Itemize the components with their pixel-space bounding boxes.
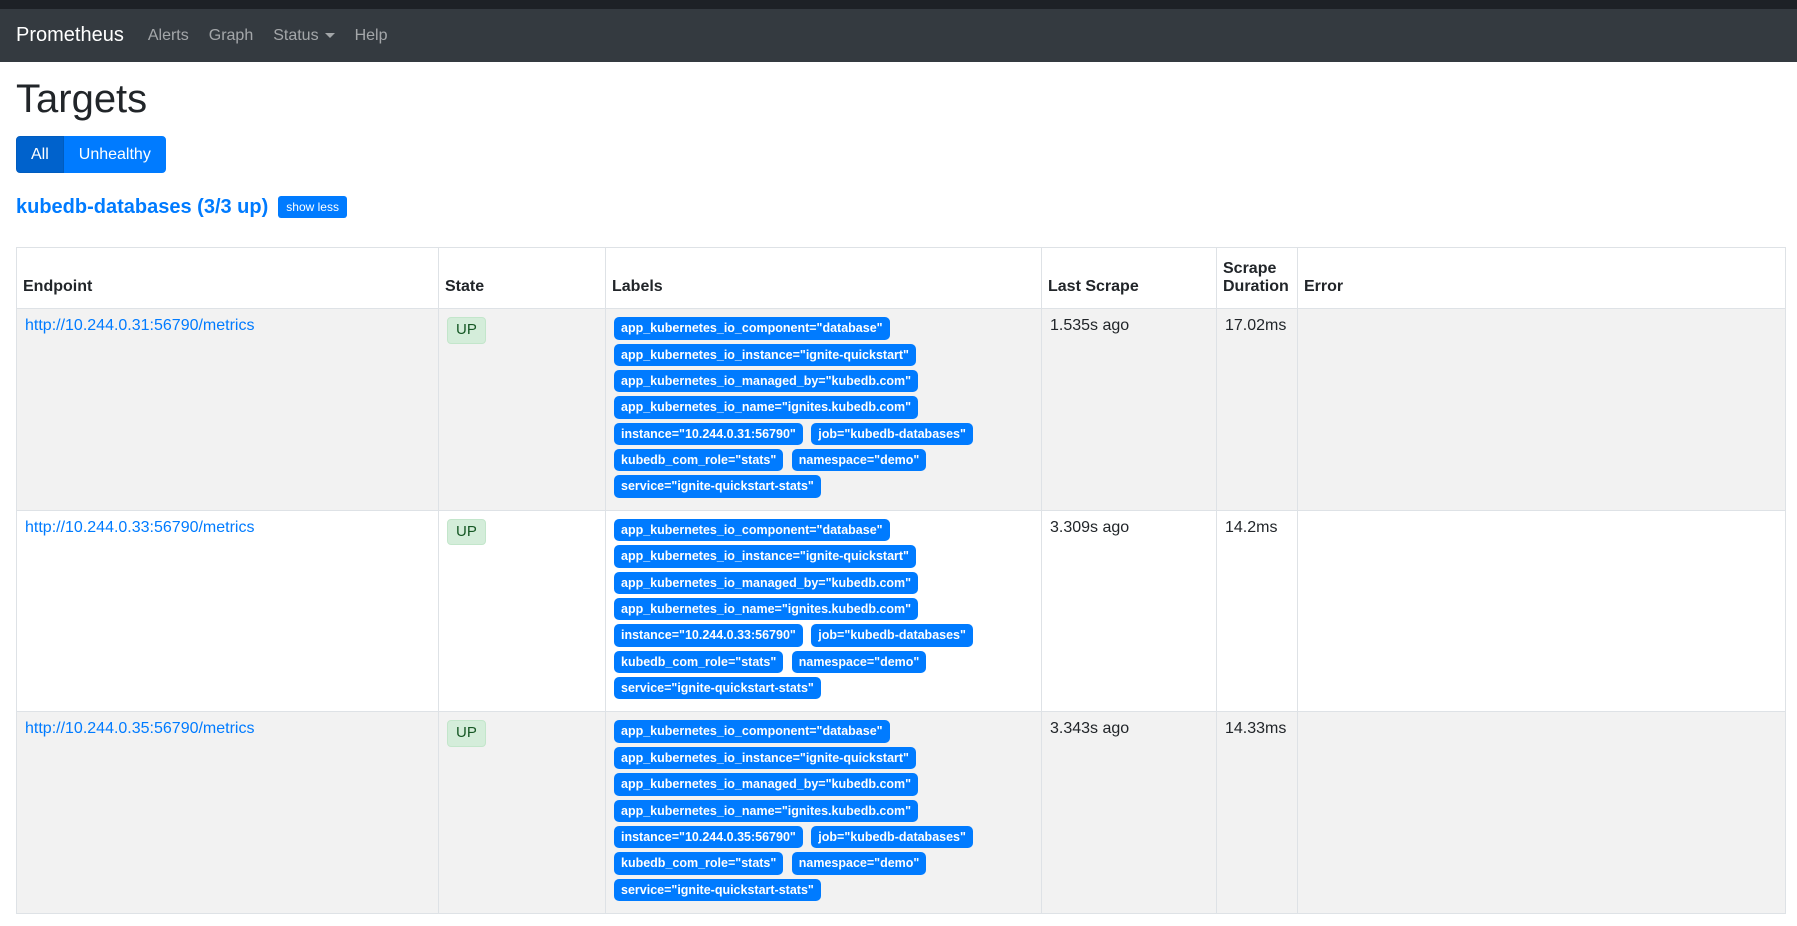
column-header-labels: Labels bbox=[605, 247, 1042, 310]
label-badge: job="kubedb-databases" bbox=[811, 825, 973, 849]
navbar-link-status[interactable]: Status bbox=[263, 19, 344, 53]
label-badge: app_kubernetes_io_name="ignites.kubedb.c… bbox=[614, 799, 919, 822]
scrape-duration-cell: 17.02ms bbox=[1216, 308, 1298, 511]
label-badge: job="kubedb-databases" bbox=[811, 422, 973, 446]
error-cell bbox=[1297, 308, 1786, 511]
table-row: http://10.244.0.33:56790/metrics UP app_… bbox=[16, 509, 1786, 713]
error-cell bbox=[1297, 509, 1786, 713]
label-badge: namespace="demo" bbox=[791, 449, 927, 472]
labels-cell: app_kubernetes_io_component="database" a… bbox=[605, 509, 1042, 713]
filter-unhealthy-button[interactable]: Unhealthy bbox=[63, 136, 166, 174]
label-badge: app_kubernetes_io_component="database" bbox=[614, 317, 890, 340]
targets-table-body: http://10.244.0.31:56790/metrics UP app_… bbox=[16, 308, 1786, 915]
endpoint-cell: http://10.244.0.31:56790/metrics bbox=[16, 308, 439, 511]
label-badge: instance="10.244.0.31:56790" bbox=[614, 422, 803, 446]
navbar: Prometheus Alerts Graph Status Help bbox=[0, 9, 1797, 62]
column-header-scrape-duration: Scrape Duration bbox=[1216, 247, 1298, 310]
targets-table: Endpoint State Labels Last Scrape Scrape Dur… bbox=[16, 247, 1786, 915]
navbar-link-help[interactable]: Help bbox=[354, 26, 388, 44]
label-badge: service="ignite-quickstart-stats" bbox=[614, 677, 821, 700]
label-badge: app_kubernetes_io_managed_by="kubedb.com… bbox=[614, 369, 919, 393]
label-badge: app_kubernetes_io_name="ignites.kubedb.c… bbox=[614, 396, 919, 419]
label-badge: service="ignite-quickstart-stats" bbox=[614, 475, 821, 498]
label-badge: app_kubernetes_io_component="database" bbox=[614, 518, 890, 542]
label-badge: app_kubernetes_io_instance="ignite-quick… bbox=[614, 343, 916, 366]
state-cell: UP bbox=[438, 308, 606, 511]
column-header-state: State bbox=[438, 247, 606, 310]
show-less-button[interactable]: show less bbox=[278, 196, 347, 219]
scrape-duration-cell: 14.2ms bbox=[1216, 509, 1298, 713]
error-cell bbox=[1297, 711, 1786, 915]
targets-table-header-row: Endpoint State Labels Last Scrape Scrape Dur… bbox=[16, 247, 1786, 310]
table-row: http://10.244.0.31:56790/metrics UP app_… bbox=[16, 308, 1786, 511]
page-title: Targets bbox=[16, 77, 148, 121]
navbar-item-status: Status bbox=[263, 19, 344, 53]
navbar-link-alerts[interactable]: Alerts bbox=[147, 26, 189, 44]
navbar-item-graph: Graph bbox=[199, 19, 263, 53]
column-header-last-scrape: Last Scrape bbox=[1041, 247, 1217, 310]
filter-button-group: All Unhealthy bbox=[16, 136, 166, 174]
endpoint-link[interactable]: http://10.244.0.33:56790/metrics bbox=[25, 518, 255, 536]
label-badge: app_kubernetes_io_managed_by="kubedb.com… bbox=[614, 571, 919, 594]
state-cell: UP bbox=[438, 509, 606, 713]
page-content: Targets All Unhealthy kubedb-databases (… bbox=[0, 76, 1797, 915]
labels-cell: app_kubernetes_io_component="database" a… bbox=[605, 308, 1042, 511]
endpoint-cell: http://10.244.0.33:56790/metrics bbox=[16, 509, 439, 713]
endpoint-link[interactable]: http://10.244.0.31:56790/metrics bbox=[25, 317, 255, 335]
label-badge: namespace="demo" bbox=[791, 650, 927, 674]
navbar-link-graph[interactable]: Graph bbox=[208, 26, 254, 44]
label-badge: app_kubernetes_io_component="database" bbox=[614, 720, 890, 743]
job-group-header: kubedb-databases (3/3 up) show less bbox=[16, 195, 1781, 219]
label-badge: app_kubernetes_io_instance="ignite-quick… bbox=[614, 746, 916, 770]
column-header-endpoint: Endpoint bbox=[16, 247, 439, 310]
state-badge: UP bbox=[447, 317, 486, 344]
table-row: http://10.244.0.35:56790/metrics UP app_… bbox=[16, 711, 1786, 915]
chevron-down-icon bbox=[324, 32, 335, 38]
label-badge: kubedb_com_role="stats" bbox=[614, 449, 784, 472]
state-cell: UP bbox=[438, 711, 606, 915]
filter-all-button[interactable]: All bbox=[16, 136, 64, 174]
endpoint-link[interactable]: http://10.244.0.35:56790/metrics bbox=[25, 720, 255, 738]
label-badge: job="kubedb-databases" bbox=[811, 624, 973, 647]
navbar-item-help: Help bbox=[345, 19, 398, 53]
label-badge: kubedb_com_role="stats" bbox=[614, 650, 784, 674]
label-badge: app_kubernetes_io_instance="ignite-quick… bbox=[614, 545, 916, 568]
scrape-duration-cell: 14.33ms bbox=[1216, 711, 1298, 915]
last-scrape-cell: 3.343s ago bbox=[1041, 711, 1217, 915]
last-scrape-cell: 1.535s ago bbox=[1041, 308, 1217, 511]
label-badge: app_kubernetes_io_name="ignites.kubedb.c… bbox=[614, 597, 919, 621]
label-badge: kubedb_com_role="stats" bbox=[614, 852, 784, 875]
state-badge: UP bbox=[447, 720, 486, 747]
column-header-error: Error bbox=[1297, 247, 1786, 310]
label-badge: service="ignite-quickstart-stats" bbox=[614, 878, 821, 902]
navbar-links: Alerts Graph Status Help bbox=[138, 19, 398, 53]
navbar-item-alerts: Alerts bbox=[138, 19, 199, 53]
job-group-heading: kubedb-databases (3/3 up) bbox=[16, 196, 269, 219]
label-badge: app_kubernetes_io_managed_by="kubedb.com… bbox=[614, 773, 919, 796]
label-badge: instance="10.244.0.33:56790" bbox=[614, 624, 803, 647]
label-badge: instance="10.244.0.35:56790" bbox=[614, 825, 803, 849]
endpoint-cell: http://10.244.0.35:56790/metrics bbox=[16, 711, 439, 915]
labels-cell: app_kubernetes_io_component="database" a… bbox=[605, 711, 1042, 915]
state-badge: UP bbox=[447, 518, 486, 546]
window-top-strip bbox=[0, 0, 1797, 9]
brand-link[interactable]: Prometheus bbox=[16, 24, 124, 46]
last-scrape-cell: 3.309s ago bbox=[1041, 509, 1217, 713]
label-badge: namespace="demo" bbox=[791, 852, 927, 875]
